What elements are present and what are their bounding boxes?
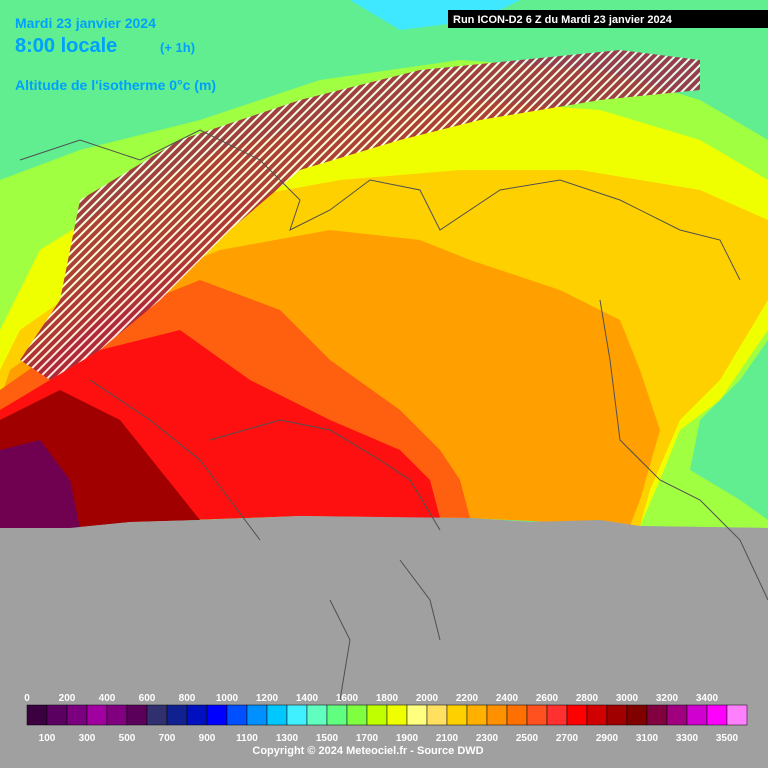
- legend-swatch: [646, 704, 668, 726]
- legend-label: 3000: [616, 693, 639, 704]
- legend-swatch: [346, 704, 368, 726]
- legend-swatch: [286, 704, 308, 726]
- legend-label: 2700: [556, 733, 579, 744]
- legend-swatch: [326, 704, 348, 726]
- legend-swatch: [426, 704, 448, 726]
- legend-swatch: [666, 704, 688, 726]
- legend-swatch: [306, 704, 328, 726]
- time-label: 8:00 locale: [15, 35, 117, 57]
- legend-label: 3500: [716, 733, 739, 744]
- legend-swatch: [86, 704, 108, 726]
- legend-label: 800: [179, 693, 196, 704]
- legend-swatch: [486, 704, 508, 726]
- legend-swatch: [546, 704, 568, 726]
- copyright: Copyright © 2024 Meteociel.fr - Source D…: [252, 745, 483, 757]
- legend-label: 900: [199, 733, 216, 744]
- legend-label: 1000: [216, 693, 239, 704]
- legend-swatch: [106, 704, 128, 726]
- legend-label: 1200: [256, 693, 279, 704]
- legend-swatch: [446, 704, 468, 726]
- legend-label: 400: [99, 693, 116, 704]
- legend-swatch: [206, 704, 228, 726]
- legend-swatch: [566, 704, 588, 726]
- legend-label: 2900: [596, 733, 619, 744]
- legend-swatch: [726, 704, 748, 726]
- legend-label: 3200: [656, 693, 679, 704]
- legend-swatch: [466, 704, 488, 726]
- legend-swatch: [366, 704, 388, 726]
- legend-swatch: [266, 704, 288, 726]
- legend-label: 2800: [576, 693, 599, 704]
- run-label: Run ICON-D2 6 Z du Mardi 23 janvier 2024: [453, 14, 673, 26]
- legend: 0 100 200 300 400 500 600 700 800 900 1000 1100 1200…: [24, 693, 748, 744]
- legend-label: 1700: [356, 733, 379, 744]
- legend-label: 1500: [316, 733, 339, 744]
- legend-label: 1900: [396, 733, 419, 744]
- legend-swatch: [606, 704, 628, 726]
- legend-label: 3400: [696, 693, 719, 704]
- legend-label: 600: [139, 693, 156, 704]
- legend-swatch: [146, 704, 168, 726]
- offset-label: (+ 1h): [160, 40, 195, 55]
- legend-swatch: [26, 704, 48, 726]
- legend-label: 3100: [636, 733, 659, 744]
- legend-swatch: [686, 704, 708, 726]
- legend-swatch: [226, 704, 248, 726]
- legend-label: 300: [79, 733, 96, 744]
- borders: [19, 129, 768, 701]
- legend-swatch: [406, 704, 428, 726]
- legend-label: 0: [24, 693, 30, 704]
- legend-label: 100: [39, 733, 56, 744]
- legend-label: 1800: [376, 693, 399, 704]
- legend-label: 2000: [416, 693, 439, 704]
- legend-swatch: [66, 704, 88, 726]
- legend-label: 1100: [236, 733, 258, 744]
- legend-label: 700: [159, 733, 176, 744]
- legend-label: 200: [59, 693, 76, 704]
- legend-swatch: [626, 704, 648, 726]
- legend-label: 2100: [436, 733, 459, 744]
- legend-label: 2300: [476, 733, 499, 744]
- legend-swatch: [586, 704, 608, 726]
- legend-label: 2200: [456, 693, 479, 704]
- date-label: Mardi 23 janvier 2024: [15, 15, 156, 31]
- parameter-label: Altitude de l'isotherme 0°c (m): [15, 77, 216, 93]
- legend-label: 1400: [296, 693, 319, 704]
- legend-swatch: [246, 704, 268, 726]
- legend-label: 1600: [336, 693, 359, 704]
- run-banner: [448, 10, 768, 28]
- legend-swatch: [386, 704, 408, 726]
- legend-swatch: [46, 704, 68, 726]
- legend-swatch: [166, 704, 188, 726]
- legend-swatch: [706, 704, 728, 726]
- legend-swatch: [126, 704, 148, 726]
- legend-label: 2400: [496, 693, 519, 704]
- legend-swatch: [506, 704, 528, 726]
- legend-swatch: [186, 704, 208, 726]
- legend-label: 500: [119, 733, 136, 744]
- legend-label: 2500: [516, 733, 539, 744]
- legend-label: 2600: [536, 693, 559, 704]
- legend-label: 1300: [276, 733, 299, 744]
- legend-swatch: [526, 704, 548, 726]
- legend-label: 3300: [676, 733, 699, 744]
